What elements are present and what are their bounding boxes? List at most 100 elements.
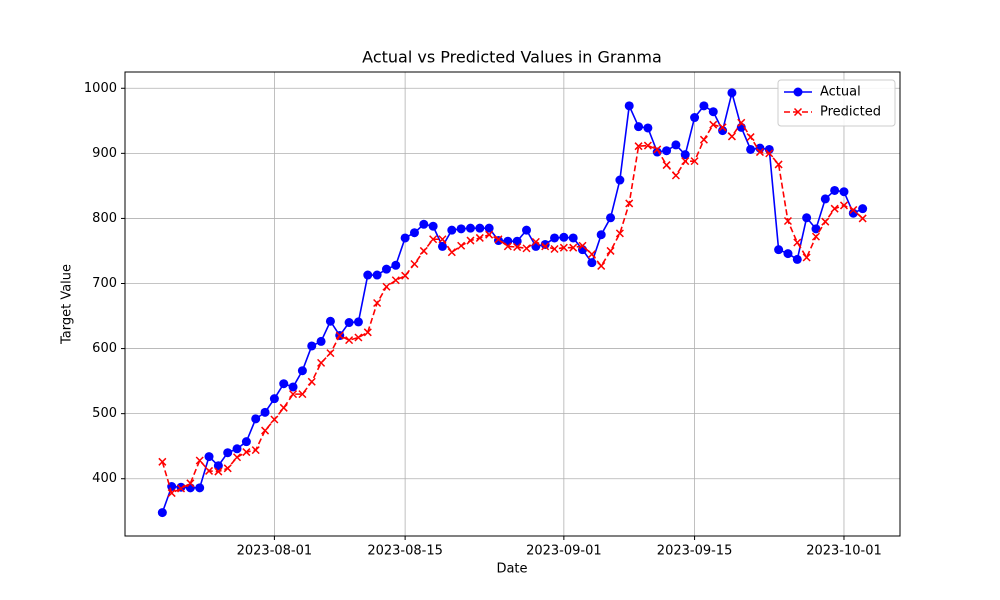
point [401,271,410,280]
point [839,187,849,197]
y-tick-label: 900 [92,146,117,161]
point [288,382,298,392]
point [307,341,317,351]
point [204,452,214,462]
point [251,446,260,455]
point [792,254,802,264]
legend-marker [793,87,803,97]
point [718,126,728,136]
point [541,242,550,251]
point [400,233,410,243]
legend-label: Actual [820,85,861,100]
point [625,199,634,208]
point [223,448,233,458]
point [783,249,793,259]
point [634,122,644,132]
point [811,232,820,241]
point [727,88,737,98]
point [643,123,653,133]
point [578,241,587,250]
point [811,224,821,234]
point [317,358,326,367]
point [232,444,242,454]
point [391,260,401,270]
point [858,204,868,214]
point [158,457,167,466]
series-line [161,89,864,513]
point [727,132,736,141]
point [568,233,578,243]
point [456,224,466,234]
series-line [161,121,864,495]
point [634,142,643,151]
point [409,228,419,238]
point [839,201,849,210]
point [671,140,681,150]
point [437,241,447,251]
point [708,107,718,117]
point [597,261,606,270]
point [297,366,307,376]
point [737,118,746,127]
x-tick-label: 2023-08-15 [367,544,443,559]
point [205,466,214,475]
point [429,235,438,244]
point [428,221,438,231]
point [438,235,447,244]
point [260,407,270,417]
point [447,248,456,257]
point [363,328,372,337]
point [606,213,616,223]
point [830,185,840,195]
y-tick-label: 400 [92,471,117,486]
point [821,217,830,226]
point [755,148,764,157]
point [447,225,457,235]
x-tick-label: 2023-08-01 [237,544,313,559]
point [569,243,578,252]
point [372,270,382,280]
point [176,484,186,493]
point [802,253,811,262]
point [419,219,429,229]
point [624,101,634,111]
point [335,331,344,340]
point [475,233,484,242]
point [270,415,279,424]
point [213,461,223,471]
x-tick-label: 2023-10-01 [806,544,882,559]
point [699,101,709,111]
point [746,133,755,142]
point [316,336,326,346]
point [494,235,503,244]
x-tick-label: 2023-09-01 [526,544,602,559]
y-tick-label: 700 [92,276,117,291]
point [186,479,195,488]
point [540,239,550,249]
point [559,232,569,242]
point [410,259,419,269]
legend-marker [793,107,803,117]
point [615,229,624,238]
point [503,242,512,251]
point [457,241,466,250]
point [512,236,522,246]
point [233,453,242,462]
point [485,230,494,239]
point [820,194,830,204]
point [251,414,261,424]
point [289,390,298,399]
point [587,250,596,259]
point [615,175,625,185]
point [419,246,428,255]
point [344,318,354,328]
point [690,113,700,123]
point [391,276,400,285]
point [466,236,475,245]
point [643,141,652,150]
point [550,244,559,254]
point [381,264,391,274]
point [531,237,540,246]
y-tick-label: 600 [92,341,117,356]
point [559,243,568,252]
